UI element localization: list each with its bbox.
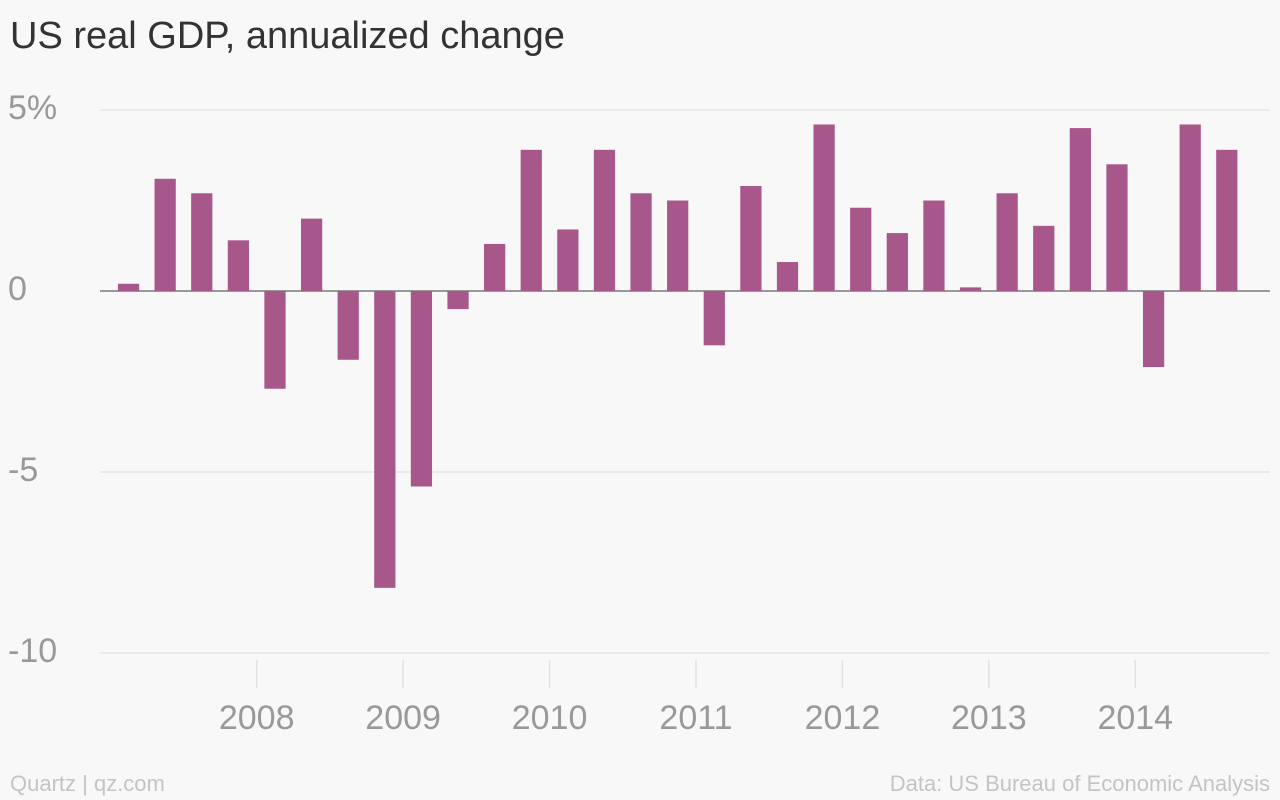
x-tick-label: 2008 — [219, 699, 295, 737]
bar — [630, 193, 652, 291]
bar — [1179, 124, 1201, 291]
bar — [667, 200, 689, 291]
bar — [1106, 164, 1128, 291]
bar — [484, 243, 506, 291]
bar — [1033, 225, 1055, 291]
bar — [776, 262, 799, 291]
bar — [813, 124, 835, 291]
bar — [447, 291, 469, 310]
bar — [850, 207, 872, 291]
bar — [374, 291, 396, 588]
bar — [959, 287, 982, 291]
bar — [227, 240, 249, 291]
credit: Quartz | qz.com — [10, 771, 165, 796]
bar — [191, 193, 213, 291]
bar — [886, 233, 908, 291]
y-tick-label: 5% — [8, 89, 57, 127]
bar — [337, 291, 359, 360]
bar — [740, 186, 762, 291]
x-tick-label: 2014 — [1097, 699, 1173, 737]
bar — [410, 291, 433, 487]
bar — [557, 229, 579, 291]
y-tick-label: -10 — [8, 632, 57, 670]
bar — [264, 291, 286, 389]
bar — [703, 291, 725, 346]
bar — [923, 200, 945, 291]
bar — [520, 149, 542, 291]
bar — [996, 193, 1018, 291]
bar — [300, 218, 323, 291]
x-tick-label: 2012 — [805, 699, 881, 737]
bar — [1069, 128, 1091, 291]
bar — [593, 149, 616, 291]
bar — [117, 283, 140, 291]
y-tick-label: -5 — [8, 451, 38, 489]
x-tick-label: 2013 — [951, 699, 1027, 737]
chart-title: US real GDP, annualized change — [10, 15, 565, 57]
source: Data: US Bureau of Economic Analysis — [890, 771, 1270, 796]
y-tick-label: 0 — [8, 270, 27, 308]
bar — [1216, 149, 1238, 291]
x-tick-label: 2011 — [659, 699, 732, 737]
bar — [154, 178, 176, 291]
bar — [1142, 291, 1165, 368]
x-tick-label: 2010 — [512, 699, 588, 737]
x-tick-label: 2009 — [365, 699, 441, 737]
